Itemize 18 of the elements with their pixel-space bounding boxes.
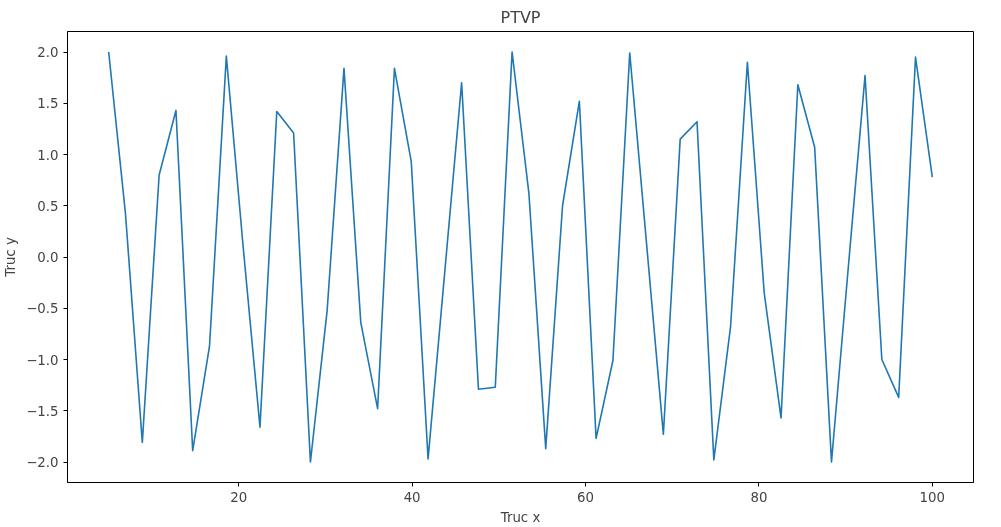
x-tick-label: 40 xyxy=(403,489,421,505)
y-tick-label: 1.0 xyxy=(37,147,59,163)
x-tick-label: 100 xyxy=(919,489,946,505)
y-axis-title: Truc y xyxy=(3,237,19,278)
x-tick-label: 20 xyxy=(230,489,248,505)
line-series xyxy=(107,51,934,463)
x-tick-label: 60 xyxy=(577,489,595,505)
y-tick-label: 0.0 xyxy=(37,250,59,265)
x-tick-label: 80 xyxy=(750,489,768,505)
y-tick-label: −0.5 xyxy=(26,301,59,317)
y-tick-label: 1.5 xyxy=(37,96,59,112)
y-tick-label: −1.5 xyxy=(26,403,59,419)
y-tick-label: −2.0 xyxy=(26,455,59,470)
y-tick-label: 0.5 xyxy=(37,198,59,214)
x-axis-title: Truc x xyxy=(499,509,541,525)
y-tick-label: −1.0 xyxy=(26,352,59,368)
chart-title: PTVP xyxy=(500,7,541,27)
y-tick-label: 2.0 xyxy=(37,45,59,60)
